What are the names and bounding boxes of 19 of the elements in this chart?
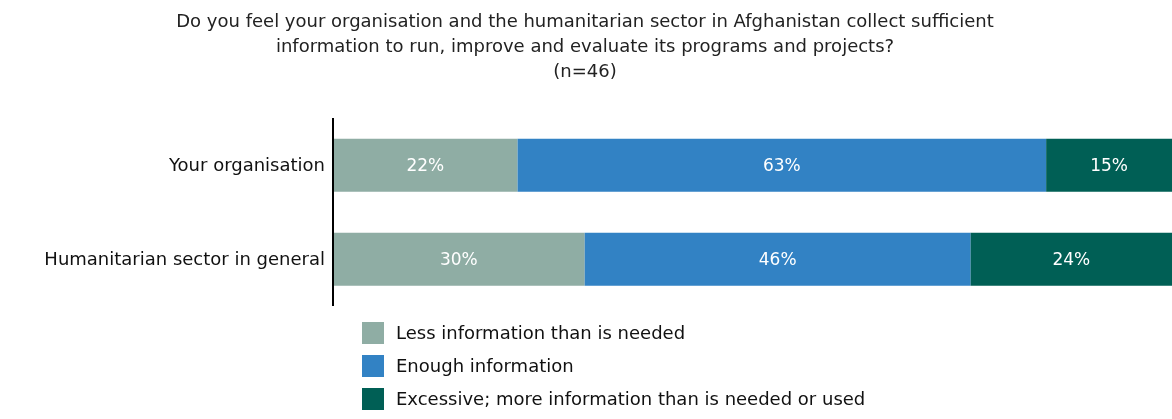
data-label: 22% bbox=[406, 155, 445, 176]
data-label: 63% bbox=[762, 155, 801, 176]
legend-label: Excessive; more information than is needed or used bbox=[396, 387, 866, 410]
data-label: 30% bbox=[439, 249, 478, 270]
bar bbox=[1046, 138, 1172, 192]
y-tick-label: Humanitarian sector in general bbox=[44, 248, 325, 270]
bar bbox=[584, 232, 971, 286]
bar bbox=[970, 232, 1172, 286]
y-tick-label: Your organisation bbox=[168, 154, 325, 176]
data-label: 24% bbox=[1052, 249, 1091, 270]
bar bbox=[333, 138, 518, 192]
legend-label: Enough information bbox=[396, 354, 574, 377]
bar bbox=[333, 232, 585, 286]
bar bbox=[517, 138, 1047, 192]
legend-label: Less information than is needed bbox=[396, 321, 686, 344]
data-label: 46% bbox=[758, 249, 797, 270]
data-label: 15% bbox=[1090, 155, 1128, 176]
chart-title: Do you feel your organisation and the humanitarian sector in Afghanistan collect sufficient information to run, improve and evaluate its programs and projects? bbox=[175, 9, 995, 58]
chart-subtitle: (n=46) bbox=[552, 59, 618, 83]
